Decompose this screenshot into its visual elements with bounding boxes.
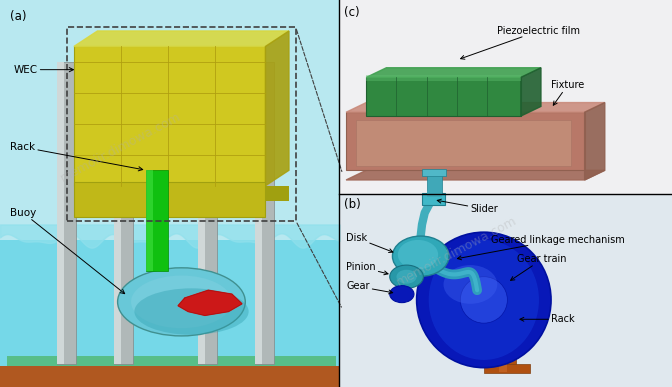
Polygon shape bbox=[178, 290, 242, 315]
Polygon shape bbox=[74, 31, 289, 46]
Bar bbox=[198, 62, 205, 364]
Text: Rack: Rack bbox=[10, 142, 142, 171]
Bar bbox=[255, 62, 274, 364]
Bar bbox=[265, 186, 289, 201]
Ellipse shape bbox=[390, 286, 414, 303]
Ellipse shape bbox=[396, 270, 417, 284]
Bar bbox=[339, 0, 672, 194]
Bar bbox=[346, 112, 585, 170]
Bar bbox=[57, 62, 76, 364]
Text: Gear: Gear bbox=[346, 281, 392, 294]
Polygon shape bbox=[366, 68, 541, 77]
Ellipse shape bbox=[444, 265, 497, 304]
Text: (a): (a) bbox=[10, 10, 27, 23]
Text: (c): (c) bbox=[344, 6, 360, 19]
Bar bbox=[484, 364, 530, 373]
Bar bbox=[114, 62, 133, 364]
Bar bbox=[146, 170, 168, 271]
Ellipse shape bbox=[392, 236, 449, 276]
Text: memoiir.dimowa.com: memoiir.dimowa.com bbox=[394, 214, 519, 289]
Bar bbox=[356, 120, 571, 166]
Bar bbox=[366, 75, 521, 81]
Polygon shape bbox=[521, 68, 541, 116]
Text: Fixture: Fixture bbox=[551, 80, 584, 105]
Bar bbox=[366, 77, 521, 116]
Text: memoiir.dimowa.com: memoiir.dimowa.com bbox=[58, 110, 183, 184]
Polygon shape bbox=[346, 103, 605, 112]
Text: WEC: WEC bbox=[13, 65, 73, 75]
Bar bbox=[57, 62, 64, 364]
Text: Gear train: Gear train bbox=[511, 254, 567, 280]
Text: Slider: Slider bbox=[437, 199, 498, 214]
Bar bbox=[422, 169, 446, 176]
Ellipse shape bbox=[118, 268, 245, 336]
Bar bbox=[427, 191, 442, 197]
Ellipse shape bbox=[390, 265, 423, 288]
Bar bbox=[422, 193, 445, 205]
Bar bbox=[67, 27, 296, 221]
Ellipse shape bbox=[134, 288, 249, 335]
Bar bbox=[427, 172, 442, 194]
Text: Piezoelectric film: Piezoelectric film bbox=[460, 26, 581, 59]
Polygon shape bbox=[265, 31, 289, 186]
Ellipse shape bbox=[460, 277, 507, 323]
Text: (b): (b) bbox=[344, 198, 361, 211]
Ellipse shape bbox=[417, 232, 551, 368]
Text: Geared linkage mechanism: Geared linkage mechanism bbox=[458, 235, 624, 260]
Polygon shape bbox=[585, 103, 605, 180]
Bar bbox=[0, 0, 339, 387]
Bar bbox=[114, 62, 121, 364]
Bar bbox=[74, 182, 265, 217]
Bar bbox=[0, 366, 339, 387]
Bar bbox=[7, 356, 336, 366]
Bar bbox=[0, 0, 339, 240]
Text: Pinion: Pinion bbox=[346, 262, 388, 275]
Bar bbox=[255, 62, 262, 364]
Bar bbox=[146, 170, 153, 271]
Polygon shape bbox=[346, 170, 605, 180]
Bar bbox=[0, 230, 339, 366]
Ellipse shape bbox=[429, 240, 539, 360]
Ellipse shape bbox=[398, 240, 438, 269]
Bar bbox=[499, 240, 507, 372]
Bar bbox=[339, 194, 672, 387]
Bar bbox=[74, 46, 265, 186]
Ellipse shape bbox=[131, 276, 232, 328]
Text: Disk: Disk bbox=[346, 233, 393, 252]
Text: Rack: Rack bbox=[520, 314, 575, 324]
Bar bbox=[198, 62, 217, 364]
Bar bbox=[497, 240, 516, 372]
Text: Buoy: Buoy bbox=[10, 208, 125, 294]
